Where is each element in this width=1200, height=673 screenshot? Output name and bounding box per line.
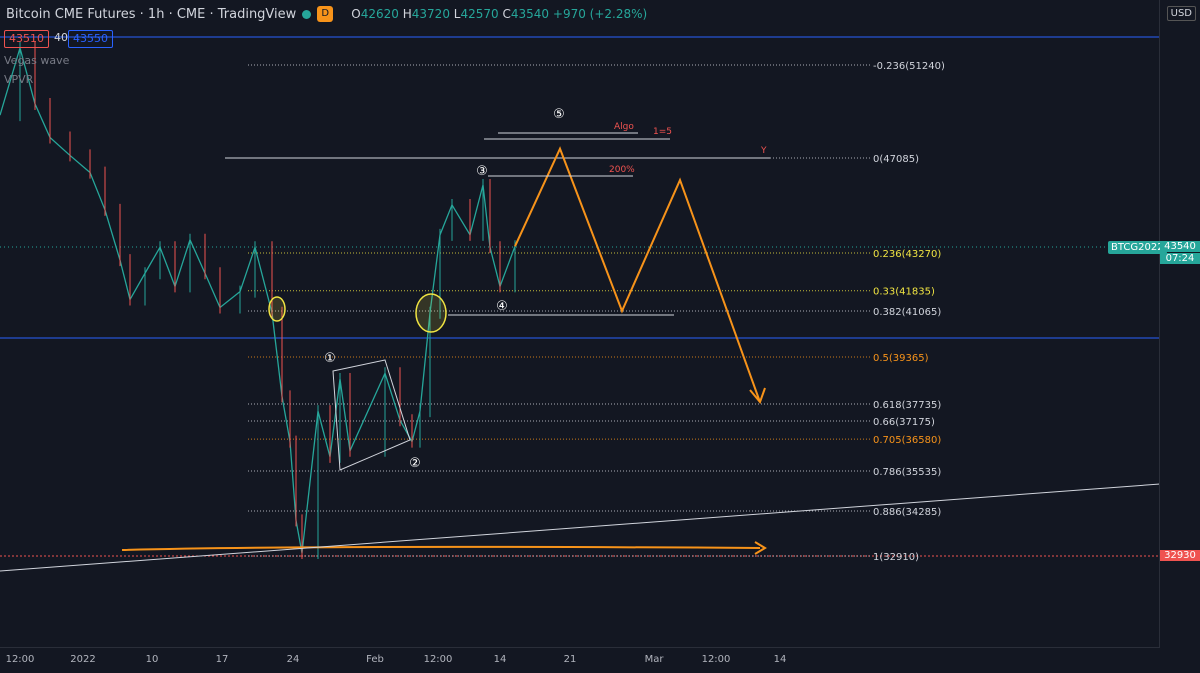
fib-label-8: 0.705(36580): [873, 435, 941, 446]
support-arrowhead: [754, 541, 767, 555]
red-level-tag: 32930: [1160, 550, 1200, 561]
fib-label-4: 0.382(41065): [873, 307, 941, 318]
fib-label-6: 0.618(37735): [873, 400, 941, 411]
price-series-line: [0, 45, 516, 554]
highlight-circle: [268, 296, 286, 322]
ohlc-readout: O42620 H43720 L42570 C43540 +970 (+2.28%…: [351, 7, 648, 21]
indicator-vegas-wave[interactable]: Vegas wave: [4, 54, 70, 67]
time-tick-5: Feb: [366, 654, 384, 665]
symbol-title[interactable]: Bitcoin CME Futures · 1h · CME · Trading…: [6, 6, 297, 22]
fib-label-7: 0.66(37175): [873, 417, 935, 428]
currency-selector[interactable]: USD: [1166, 6, 1196, 21]
indicator-vpvr[interactable]: VPVR: [4, 73, 34, 86]
wave-label-1: ①: [324, 351, 336, 366]
time-tick-8: 21: [564, 654, 577, 665]
time-axis[interactable]: [0, 647, 1160, 673]
annotation-2: 200%: [609, 165, 635, 175]
time-tick-4: 24: [287, 654, 300, 665]
bid-price[interactable]: 43510: [4, 30, 49, 48]
fib-label-2: 0.236(43270): [873, 249, 941, 260]
fib-label-0: -0.236(51240): [873, 61, 945, 72]
trend-line: [0, 483, 1161, 572]
wave-label-3: ③: [476, 164, 488, 179]
projection-path: [514, 146, 761, 403]
fib-label-11: 1(32910): [873, 552, 919, 563]
time-tick-1: 2022: [70, 654, 95, 665]
wave-label-4: ④: [496, 299, 508, 314]
time-tick-6: 12:00: [424, 654, 453, 665]
fib-label-5: 0.5(39365): [873, 353, 929, 364]
wave-label-2: ②: [409, 456, 421, 471]
time-tick-9: Mar: [645, 654, 665, 665]
ask-price[interactable]: 43550: [68, 30, 113, 48]
series-tag: BTCG2022: [1108, 241, 1167, 254]
price-axis[interactable]: [1159, 0, 1200, 648]
support-arrow: [121, 545, 761, 551]
time-tick-2: 10: [146, 654, 159, 665]
annotation-0: Algo: [614, 122, 634, 132]
countdown-tag: 07:24: [1160, 253, 1200, 264]
time-tick-0: 12:00: [6, 654, 35, 665]
market-status-icon: [302, 9, 312, 19]
time-tick-7: 14: [494, 654, 507, 665]
wedge-pattern: [332, 359, 411, 471]
fib-label-1: 0(47085): [873, 154, 919, 165]
wave-label-5: ⑤: [553, 107, 565, 122]
annotation-1: 1=5: [653, 127, 672, 137]
time-tick-11: 14: [774, 654, 787, 665]
fib-label-9: 0.786(35535): [873, 467, 941, 478]
delay-badge: D: [317, 6, 334, 22]
highlight-circle: [415, 293, 447, 333]
last-price-tag: 43540: [1160, 241, 1200, 252]
time-tick-10: 12:00: [702, 654, 731, 665]
chart-header: Bitcoin CME Futures · 1h · CME · Trading…: [0, 0, 1166, 28]
spread-value: 40: [54, 31, 68, 44]
annotation-3: Y: [760, 146, 767, 156]
projection-arrow: [749, 387, 766, 404]
time-tick-3: 17: [216, 654, 229, 665]
fib-label-3: 0.33(41835): [873, 287, 935, 298]
fib-label-10: 0.886(34285): [873, 507, 941, 518]
